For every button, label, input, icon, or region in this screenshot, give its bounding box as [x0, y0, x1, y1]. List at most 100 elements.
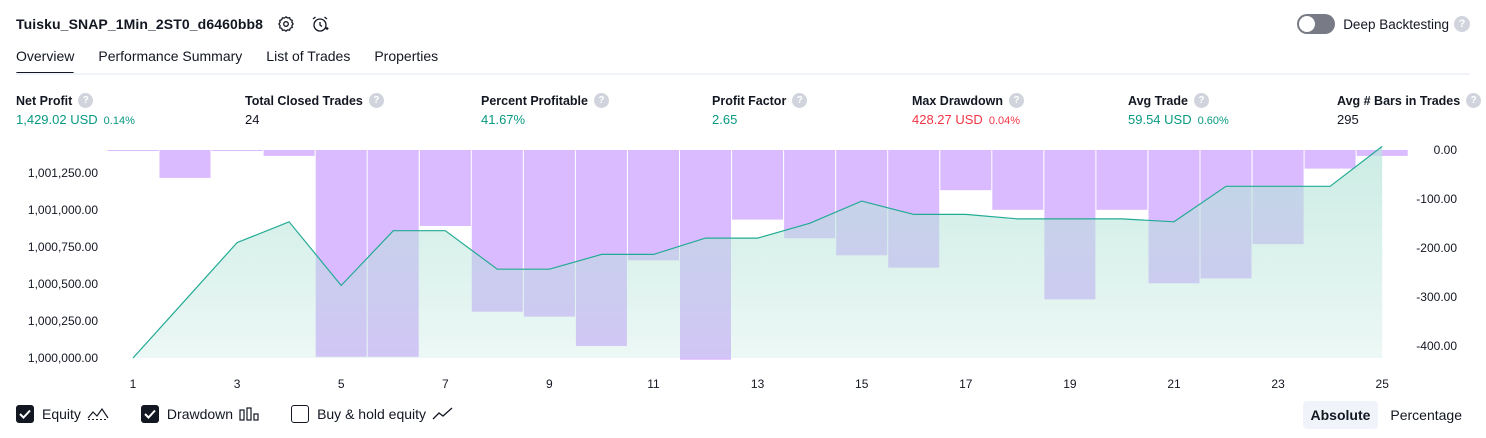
metric-total-closed-trades: Total Closed Trades? 24 [245, 93, 384, 127]
x-axis-tick-label: 19 [1063, 377, 1077, 391]
x-axis-tick-label: 13 [751, 377, 765, 391]
metric-label: Total Closed Trades [245, 93, 363, 108]
metric-value: 1,429.02 USD [16, 112, 98, 127]
right-axis-tick-label: -300.00 [1416, 290, 1457, 304]
metric-avg-bars-in-trades: Avg # Bars in Trades? 295 [1337, 93, 1482, 127]
right-axis-tick-label: 0.00 [1434, 143, 1458, 157]
metric-value: 24 [245, 112, 260, 127]
metric-percent: 0.60% [1197, 115, 1229, 127]
metric-avg-trade: Avg Trade? 59.54 USD 0.60% [1128, 93, 1229, 127]
info-icon[interactable]: ? [1466, 93, 1482, 108]
tab-bar: Overview Performance Summary List of Tra… [16, 44, 462, 76]
metric-label: Avg # Bars in Trades [1337, 93, 1461, 108]
right-axis-tick-label: -100.00 [1416, 192, 1457, 206]
strategy-name: Tuisku_SNAP_1Min_2ST0_d6460bb8 [16, 16, 264, 32]
equity-checkbox[interactable] [16, 405, 34, 423]
left-axis-tick-label: 1,000,000.00 [28, 351, 98, 365]
metric-label: Percent Profitable [481, 93, 588, 108]
metric-label: Max Drawdown [912, 93, 1003, 108]
deep-backtesting-control: Deep Backtesting ? [1297, 12, 1470, 36]
metric-percent: 0.14% [103, 115, 135, 127]
metric-percent-profitable: Percent Profitable? 41.67% [481, 93, 609, 127]
metric-value: 41.67% [481, 112, 526, 127]
toggle-knob [1299, 16, 1316, 32]
metric-percent: 0.04% [988, 115, 1021, 127]
percentage-button[interactable]: Percentage [1390, 407, 1462, 423]
legend-equity[interactable]: Equity [16, 405, 109, 423]
help-icon[interactable]: ? [1454, 16, 1470, 32]
left-axis-tick-label: 1,000,750.00 [28, 240, 98, 254]
x-axis-tick-label: 1 [130, 377, 137, 391]
equity-area [132, 145, 1383, 359]
legend-drawdown[interactable]: Drawdown [140, 405, 259, 423]
metric-label: Net Profit [16, 93, 73, 108]
info-icon[interactable]: ? [78, 93, 94, 108]
drawdown-bar [211, 150, 263, 151]
metric-net-profit: Net Profit? 1,429.02 USD 0.14% [16, 93, 135, 127]
metric-value: 59.54 USD [1128, 112, 1192, 127]
drawdown-bar [732, 150, 784, 220]
x-axis-tick-label: 21 [1167, 377, 1181, 391]
tab-performance-summary[interactable]: Performance Summary [98, 48, 243, 64]
info-icon[interactable]: ? [1009, 93, 1024, 108]
chart-legend: Equity Drawdown Buy & hold equity [16, 402, 486, 426]
left-axis: 1,000,000.00 1,000,250.00 1,000,500.00 1,00… [28, 166, 98, 365]
deep-backtesting-toggle[interactable] [1297, 14, 1336, 34]
equity-drawdown-chart[interactable]: 1,000,000.00 1,000,250.00 1,000,500.00 1,00… [0, 138, 1486, 398]
right-axis-tick-label: -200.00 [1416, 241, 1457, 255]
drawdown-bar [419, 150, 471, 226]
buy-hold-line-icon [432, 407, 454, 421]
legend-buy-hold[interactable]: Buy & hold equity [291, 405, 454, 423]
left-axis-tick-label: 1,001,000.00 [28, 203, 98, 217]
x-axis-tick-label: 5 [338, 377, 345, 391]
tab-divider [16, 73, 1470, 75]
legend-label: Drawdown [166, 406, 234, 422]
metric-label: Avg Trade [1128, 93, 1188, 108]
x-axis-tick-label: 11 [647, 377, 660, 391]
drawdown-checkbox[interactable] [140, 405, 159, 423]
drawdown-bars-icon [239, 407, 259, 421]
tab-overview[interactable]: Overview [16, 44, 75, 76]
tab-list-of-trades[interactable]: List of Trades [266, 48, 351, 64]
info-icon[interactable]: ? [368, 93, 384, 108]
info-icon[interactable]: ? [792, 93, 808, 108]
left-axis-tick-label: 1,001,250.00 [28, 166, 98, 180]
right-axis-tick-label: -400.00 [1416, 339, 1457, 353]
metric-value: 2.65 [712, 112, 738, 127]
metric-profit-factor: Profit Factor? 2.65 [712, 93, 808, 127]
settings-gear-icon[interactable] [275, 13, 297, 35]
x-axis-tick-label: 17 [959, 377, 973, 391]
drawdown-bar [628, 150, 679, 261]
metric-max-drawdown: Max Drawdown? 428.27 USD 0.04% [912, 93, 1024, 127]
x-axis-tick-label: 15 [855, 377, 869, 391]
x-axis-tick-label: 7 [442, 377, 449, 391]
scale-mode-switch: Absolute Percentage [1299, 401, 1471, 429]
drawdown-bar [992, 150, 1044, 210]
equity-line-icon [87, 407, 109, 421]
absolute-button[interactable]: Absolute [1302, 401, 1379, 429]
deep-backtesting-label: Deep Backtesting [1343, 16, 1449, 32]
buy-hold-checkbox[interactable] [291, 405, 310, 423]
x-axis-tick-label: 3 [234, 377, 241, 391]
drawdown-bar [1304, 150, 1356, 169]
alarm-clock-add-icon[interactable] [309, 13, 331, 35]
metric-value: 428.27 USD [912, 112, 983, 127]
equity-line [132, 145, 1383, 359]
metric-value: 295 [1337, 112, 1359, 127]
info-icon[interactable]: ? [1193, 93, 1209, 108]
right-axis: 0.00 -100.00 -200.00 -300.00 -400.00 [1416, 143, 1457, 353]
legend-label: Buy & hold equity [317, 406, 427, 422]
drawdown-bar [107, 150, 159, 151]
tab-properties[interactable]: Properties [374, 48, 439, 64]
metric-label: Profit Factor [712, 93, 787, 108]
left-axis-tick-label: 1,000,250.00 [28, 314, 98, 328]
x-axis-tick-label: 25 [1376, 377, 1390, 391]
left-axis-tick-label: 1,000,500.00 [28, 277, 98, 291]
drawdown-bar [1096, 150, 1148, 210]
x-axis-tick-label: 23 [1271, 377, 1285, 391]
drawdown-bar [159, 150, 211, 178]
x-axis-tick-label: 9 [546, 377, 553, 391]
equity-area-fill [133, 146, 1383, 358]
info-icon[interactable]: ? [593, 93, 609, 108]
strategy-header: Tuisku_SNAP_1Min_2ST0_d6460bb8 [16, 12, 331, 36]
